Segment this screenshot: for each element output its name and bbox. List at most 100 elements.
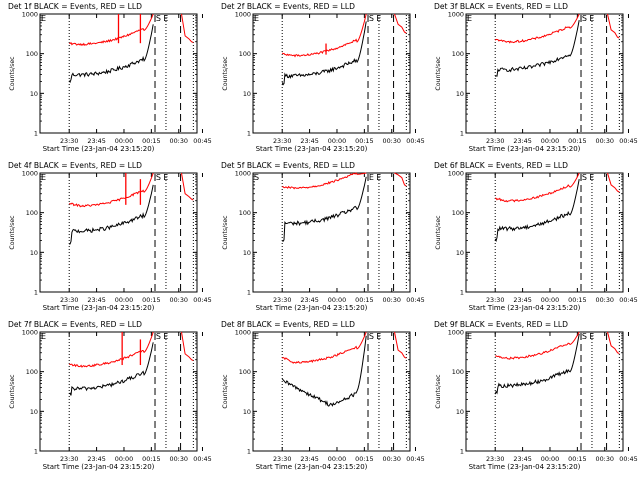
x-tick-label: 00:15 xyxy=(568,137,586,145)
detector-panel-7: Det 7f BLACK = Events, RED = LLD 1 10 100 10… xyxy=(8,320,212,471)
marker-label: E xyxy=(41,14,46,23)
x-tick-label: 00:00 xyxy=(328,455,346,463)
lld-series-line xyxy=(494,172,580,203)
x-tick-label: 00:30 xyxy=(596,455,614,463)
x-axis-label: Start Time (23-Jan-04 23:15:20) xyxy=(469,463,581,471)
x-tick-label: 00:30 xyxy=(170,455,188,463)
detector-panel-9: Det 9f BLACK = Events, RED = LLD 1 10 100 10… xyxy=(434,320,638,471)
x-tick-label: 23:45 xyxy=(513,455,531,463)
x-tick-label: 00:30 xyxy=(383,137,401,145)
x-axis-label: Start Time (23-Jan-04 23:15:20) xyxy=(43,145,155,153)
y-tick-label: 1 xyxy=(34,448,38,456)
x-tick-label: 00:30 xyxy=(383,455,401,463)
panel-title: Det 7f BLACK = Events, RED = LLD xyxy=(8,320,142,329)
y-tick-label: 1 xyxy=(460,448,464,456)
events-series-line xyxy=(494,20,580,77)
x-tick-label: 00:15 xyxy=(142,296,160,304)
x-tick-label: 00:45 xyxy=(619,137,637,145)
y-tick-label: 100 xyxy=(26,368,38,376)
detector-panel-6: Det 6f BLACK = Events, RED = LLD 1 10 100 10… xyxy=(434,161,638,312)
plot-frame xyxy=(465,172,624,293)
x-tick-label: 00:45 xyxy=(406,455,424,463)
detector-panel-1: Det 1f BLACK = Events, RED = LLD 1 10 100 10… xyxy=(8,2,212,153)
marker-label: E xyxy=(376,332,381,341)
x-tick-label: 00:45 xyxy=(619,296,637,304)
panel-title: Det 5f BLACK = Events, RED = LLD xyxy=(221,161,355,170)
y-tick-label: 1000 xyxy=(235,329,251,337)
y-tick-label: 1000 xyxy=(235,11,251,19)
x-axis-label: Start Time (23-Jan-04 23:15:20) xyxy=(256,304,368,312)
x-tick-label: 23:30 xyxy=(486,455,504,463)
detector-panel-4: Det 4f BLACK = Events, RED = LLD 1 10 100 10… xyxy=(8,161,212,312)
x-tick-label: 00:30 xyxy=(596,296,614,304)
y-tick-label: 10 xyxy=(30,408,38,416)
y-tick-label: 1000 xyxy=(448,170,464,178)
x-tick-label: 23:30 xyxy=(60,455,78,463)
x-axis-label: Start Time (23-Jan-04 23:15:20) xyxy=(469,145,581,153)
y-axis-label: Counts/sec xyxy=(222,374,229,409)
x-tick-label: 23:45 xyxy=(513,137,531,145)
y-tick-label: 1 xyxy=(34,130,38,138)
marker-label: S xyxy=(369,332,374,341)
detector-panel-3: Det 3f BLACK = Events, RED = LLD 1 10 100 10… xyxy=(434,2,638,153)
y-tick-label: 10 xyxy=(30,90,38,98)
x-axis-label: Start Time (23-Jan-04 23:15:20) xyxy=(469,304,581,312)
panel-title: Det 1f BLACK = Events, RED = LLD xyxy=(8,2,142,11)
y-axis-label: Counts/sec xyxy=(9,215,16,250)
y-tick-label: 10 xyxy=(243,90,251,98)
y-axis-label: Counts/sec xyxy=(9,374,16,409)
x-tick-label: 00:15 xyxy=(142,455,160,463)
lld-after-segment xyxy=(607,331,620,355)
y-tick-label: 1000 xyxy=(235,170,251,178)
y-tick-label: 1000 xyxy=(22,11,38,19)
x-axis-label: Start Time (23-Jan-04 23:15:20) xyxy=(256,145,368,153)
x-tick-label: 00:00 xyxy=(115,137,133,145)
x-tick-label: 23:45 xyxy=(300,455,318,463)
x-tick-label: 00:30 xyxy=(170,137,188,145)
events-series-line xyxy=(69,184,154,245)
marker-label: S xyxy=(582,173,587,182)
x-tick-label: 00:00 xyxy=(328,296,346,304)
y-tick-label: 100 xyxy=(239,50,251,58)
lld-after-segment xyxy=(181,13,194,44)
x-tick-label: 23:45 xyxy=(87,137,105,145)
x-tick-label: 00:00 xyxy=(541,296,559,304)
marker-label: E xyxy=(467,332,472,341)
y-axis-label: Counts/sec xyxy=(435,374,442,409)
x-tick-label: 23:45 xyxy=(87,455,105,463)
marker-label: S xyxy=(582,332,587,341)
marker-label: E xyxy=(254,14,259,23)
marker-label: E xyxy=(254,332,259,341)
plot-frame xyxy=(465,331,624,452)
y-tick-label: 100 xyxy=(26,209,38,217)
x-tick-label: 00:45 xyxy=(193,296,211,304)
y-tick-label: 1 xyxy=(247,130,251,138)
events-series-line xyxy=(494,179,580,243)
y-tick-label: 1 xyxy=(247,448,251,456)
lld-after-segment xyxy=(181,331,194,362)
x-tick-label: 00:00 xyxy=(541,137,559,145)
y-tick-label: 1000 xyxy=(22,170,38,178)
x-tick-label: 00:15 xyxy=(568,455,586,463)
lld-after-segment xyxy=(394,172,407,187)
y-tick-label: 10 xyxy=(456,249,464,257)
marker-label: S xyxy=(369,14,374,23)
marker-label: E xyxy=(376,14,381,23)
y-tick-label: 10 xyxy=(456,90,464,98)
y-tick-label: 100 xyxy=(452,368,464,376)
events-series-line xyxy=(281,176,367,242)
marker-label: E xyxy=(41,332,46,341)
x-tick-label: 00:45 xyxy=(193,137,211,145)
x-tick-label: 00:45 xyxy=(619,455,637,463)
lld-series-line xyxy=(281,331,367,364)
y-tick-label: 1000 xyxy=(448,329,464,337)
x-tick-label: 23:30 xyxy=(486,296,504,304)
lld-series-line xyxy=(68,331,154,368)
marker-label: E xyxy=(467,173,472,182)
x-tick-label: 23:45 xyxy=(87,296,105,304)
x-tick-label: 00:30 xyxy=(170,296,188,304)
x-tick-label: 23:30 xyxy=(60,137,78,145)
lld-after-segment xyxy=(607,172,620,193)
y-tick-label: 1 xyxy=(34,289,38,297)
x-axis-label: Start Time (23-Jan-04 23:15:20) xyxy=(43,304,155,312)
